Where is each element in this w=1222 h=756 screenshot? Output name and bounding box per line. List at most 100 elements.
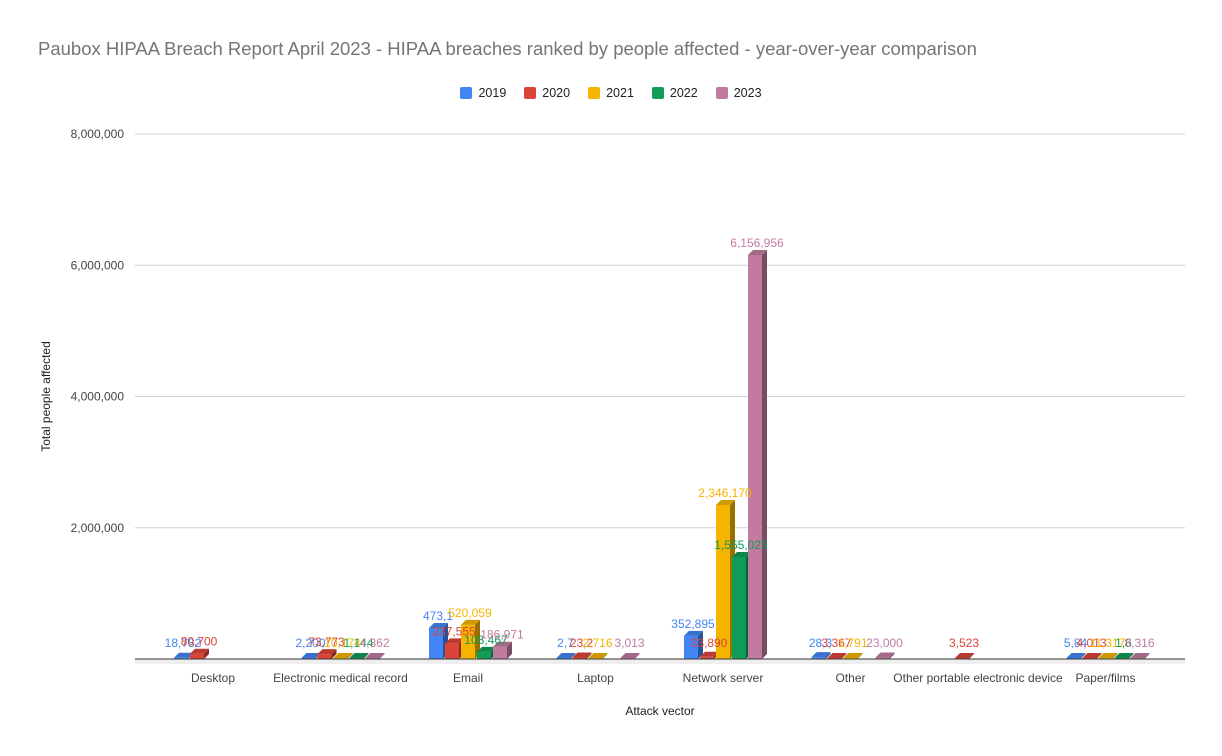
data-label: 2,7 — [557, 636, 574, 650]
data-label: 5,84 — [1064, 636, 1088, 650]
legend-item-2023[interactable]: 2023 — [715, 86, 762, 100]
bar-side — [204, 648, 209, 659]
x-tick-label: Other — [835, 671, 865, 685]
data-label: 1,6 — [1115, 636, 1132, 650]
bar-top — [477, 646, 496, 652]
bar-top — [875, 652, 895, 658]
data-label: 2,346,170 — [698, 486, 752, 500]
bar-side — [857, 653, 863, 659]
data-label: 3,013 — [614, 636, 644, 650]
bars — [174, 249, 1150, 659]
bar-front — [461, 624, 475, 659]
bar-top — [684, 630, 703, 636]
bar-front — [572, 657, 587, 659]
legend-label: 2019 — [478, 86, 507, 100]
bar-side — [698, 630, 703, 659]
bar-side — [634, 653, 640, 659]
legend-label: 2023 — [733, 86, 762, 100]
bar-front — [684, 635, 698, 659]
bar[interactable] — [317, 649, 337, 659]
bar-side — [1128, 653, 1134, 659]
data-label: 4,362 — [359, 636, 389, 650]
bar[interactable] — [875, 652, 895, 659]
bar-side — [331, 649, 337, 659]
data-label: 473,1 — [423, 609, 453, 623]
bar-top — [301, 653, 321, 658]
bar-side — [363, 653, 369, 659]
bar-side — [1112, 653, 1118, 659]
bar-side — [762, 249, 767, 659]
legend-item-2022[interactable]: 2022 — [651, 86, 698, 100]
legend-swatch — [588, 87, 601, 99]
bar-top — [429, 622, 448, 628]
data-label: 3,523 — [949, 636, 979, 650]
bar[interactable] — [493, 641, 512, 659]
bar-top — [1082, 653, 1102, 658]
bar-side — [1144, 653, 1150, 659]
bar-top — [1066, 653, 1086, 658]
data-label: 1,144 — [343, 636, 373, 650]
bar-top — [445, 638, 464, 644]
x-tick-label: Paper/films — [1075, 671, 1135, 685]
data-label: 23,000 — [866, 636, 903, 650]
bar-side — [475, 619, 480, 659]
bar[interactable] — [748, 249, 767, 659]
data-label: 6,156,956 — [730, 236, 784, 250]
bar-top — [461, 619, 480, 625]
bar-front — [811, 657, 826, 659]
bar-top — [556, 653, 576, 658]
bar-top — [843, 653, 863, 658]
data-label: 11,317 — [1090, 636, 1126, 650]
data-label: 4,013 — [1076, 636, 1106, 650]
bar-front — [700, 656, 714, 659]
bar[interactable] — [461, 619, 480, 659]
legend-swatch — [524, 87, 537, 99]
legend-swatch — [715, 87, 728, 99]
bar-top — [620, 653, 640, 658]
bar-side — [1096, 653, 1102, 659]
legend-item-2019[interactable]: 2019 — [460, 86, 506, 100]
bar-front — [174, 657, 188, 659]
data-label: 520,059 — [448, 606, 492, 620]
bar-top — [732, 551, 751, 557]
bar-top — [349, 653, 369, 658]
legend-label: 2021 — [606, 86, 634, 100]
bar-front — [317, 654, 332, 659]
bar[interactable] — [190, 648, 209, 659]
bar-top — [700, 651, 719, 657]
data-label: 33,890 — [691, 636, 728, 650]
bar[interactable] — [811, 652, 831, 659]
bar-top — [1114, 653, 1134, 658]
bar[interactable] — [955, 653, 974, 659]
bar[interactable] — [620, 653, 640, 659]
legend-item-2021[interactable]: 2021 — [588, 86, 634, 100]
bar-top — [955, 653, 974, 658]
data-label: 80,700 — [181, 635, 218, 649]
bar-top — [190, 648, 209, 654]
bar-side — [507, 641, 512, 659]
bar-side — [1080, 653, 1086, 659]
bar-top — [1130, 653, 1150, 658]
legend-label: 2020 — [542, 86, 571, 100]
x-tick-label: Network server — [683, 671, 764, 685]
bar-side — [570, 653, 576, 659]
bar-side — [889, 652, 895, 659]
plot-floor — [135, 659, 1185, 664]
data-label: 28,3 — [809, 636, 833, 650]
data-label: 73,773 — [308, 635, 345, 649]
x-axis-title: Attack vector — [625, 704, 694, 718]
gridlines — [135, 133, 1185, 664]
bar-front — [477, 651, 491, 659]
bar[interactable] — [572, 652, 592, 659]
legend-item-2020[interactable]: 2020 — [524, 86, 570, 100]
chart-title: Paubox HIPAA Breach Report April 2023 - … — [38, 38, 977, 59]
bar[interactable] — [684, 630, 703, 659]
bar-top — [811, 652, 831, 658]
data-label: 8,316 — [1124, 636, 1154, 650]
legend-label: 2022 — [669, 86, 698, 100]
x-tick-label: Electronic medical record — [273, 671, 408, 685]
data-label: 108,467 — [464, 633, 508, 647]
bar-front — [716, 505, 730, 659]
